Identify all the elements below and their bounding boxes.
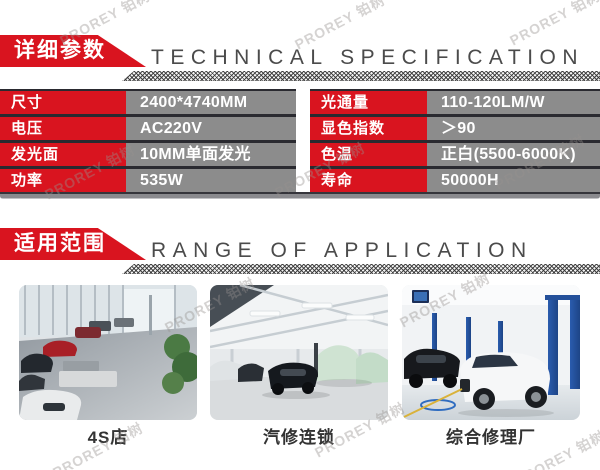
photo-repair-chain <box>210 285 388 420</box>
spec-label: 功率 <box>0 169 126 192</box>
section-badge-specs: 详细参数 <box>0 35 146 67</box>
photo-4s-store <box>19 285 197 420</box>
spec-value: 10MM单面发光 <box>126 143 296 166</box>
spec-label: 色温 <box>310 143 427 166</box>
watermark: PROREY 铂树 <box>507 0 600 49</box>
spec-label: 光通量 <box>310 91 427 114</box>
app-label-comprehensive-garage: 综合修理厂 <box>446 428 536 447</box>
spec-value: 2400*4740MM <box>126 91 296 114</box>
spec-table-right: 光通量 110-120LM/W 显色指数 ＞90 色温 正白(5500-6000… <box>310 89 600 192</box>
spec-table-left: 尺寸 2400*4740MM 电压 AC220V 发光面 10MM单面发光 功率… <box>0 89 296 192</box>
section-title-applications: RANGE OF APPLICATION <box>151 239 533 262</box>
spec-value: 50000H <box>427 169 600 192</box>
spec-value: 正白(5500-6000K) <box>427 143 600 166</box>
spec-value: AC220V <box>126 117 296 140</box>
showroom-illustration <box>19 285 197 420</box>
app-label-repair-chain: 汽修连锁 <box>263 428 335 447</box>
spec-table: 尺寸 2400*4740MM 电压 AC220V 发光面 10MM单面发光 功率… <box>0 89 600 192</box>
spec-label: 尺寸 <box>0 91 126 114</box>
spec-value: ＞90 <box>427 117 600 140</box>
spec-label: 电压 <box>0 117 126 140</box>
table-bottom-shadow <box>0 192 600 199</box>
app-label-4s-store: 4S店 <box>87 428 129 447</box>
workshop-illustration <box>210 285 388 420</box>
spec-label: 显色指数 <box>310 117 427 140</box>
section-title-specs: TECHNICAL SPECIFICATION <box>151 46 585 69</box>
photo-comprehensive-garage <box>402 285 580 420</box>
spec-label: 发光面 <box>0 143 126 166</box>
spec-value: 110-120LM/W <box>427 91 600 114</box>
garage-illustration <box>402 285 580 420</box>
hatch-divider <box>122 264 600 274</box>
hatch-divider <box>122 71 600 81</box>
spec-label: 寿命 <box>310 169 427 192</box>
section-badge-applications: 适用范围 <box>0 228 146 260</box>
spec-value: 535W <box>126 169 296 192</box>
